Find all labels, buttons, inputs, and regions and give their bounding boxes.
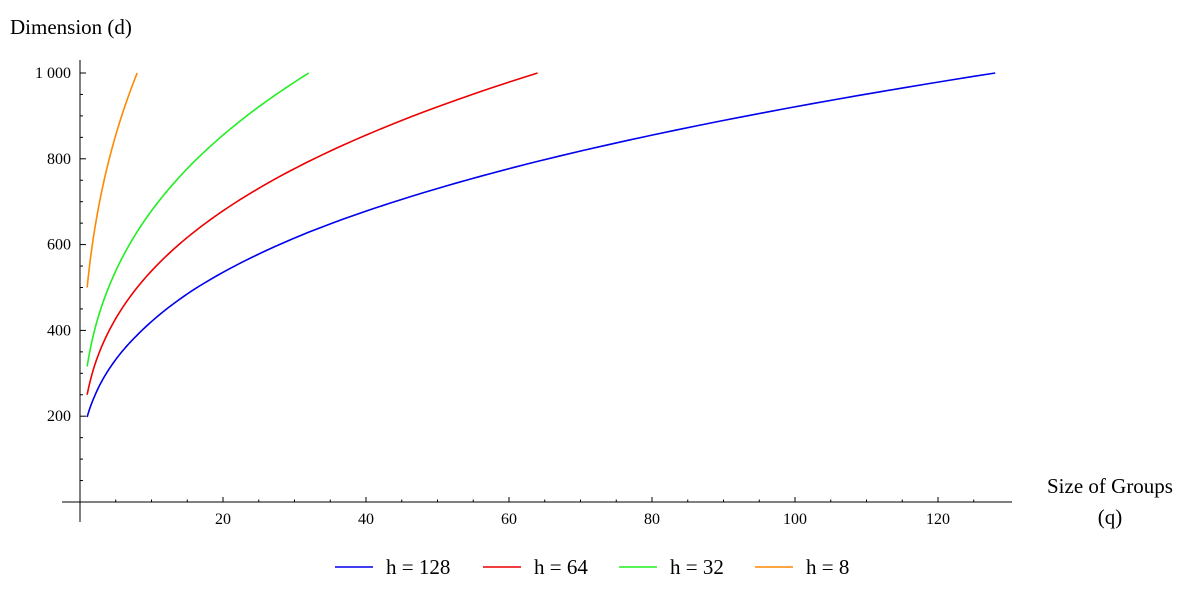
series-lines [86, 72, 996, 418]
legend-label-h-64: h = 64 [534, 555, 588, 579]
x-tick-label: 100 [783, 511, 807, 528]
x-tick-label: 20 [215, 511, 231, 528]
y-tick-label: 600 [47, 237, 71, 254]
x-axis-title-unit: (q) [1098, 505, 1123, 529]
series-line-h-8 [86, 72, 138, 288]
series-line-h-32 [86, 72, 310, 367]
x-tick-label: 80 [644, 511, 660, 528]
y-axis-title: Dimension (d) [10, 15, 132, 39]
series-line-h-128 [86, 72, 996, 418]
series-line-h-64 [86, 72, 538, 395]
axes [62, 60, 1012, 522]
ticks: 20 40 60 80 100 120 200 400 600 800 1 000 [35, 65, 975, 528]
x-tick-label: 120 [926, 511, 950, 528]
y-tick-label: 200 [47, 408, 71, 425]
y-tick-label: 400 [47, 322, 71, 339]
legend-label-h-32: h = 32 [670, 555, 724, 579]
legend-label-h-128: h = 128 [386, 555, 450, 579]
x-axis-title: Size of Groups [1047, 474, 1173, 498]
x-tick-label: 40 [358, 511, 374, 528]
legend: h = 128 h = 64 h = 32 h = 8 [335, 555, 849, 579]
legend-label-h-8: h = 8 [806, 555, 849, 579]
y-tick-label: 800 [47, 151, 71, 168]
x-tick-label: 60 [501, 511, 517, 528]
y-tick-label: 1 000 [35, 65, 71, 82]
